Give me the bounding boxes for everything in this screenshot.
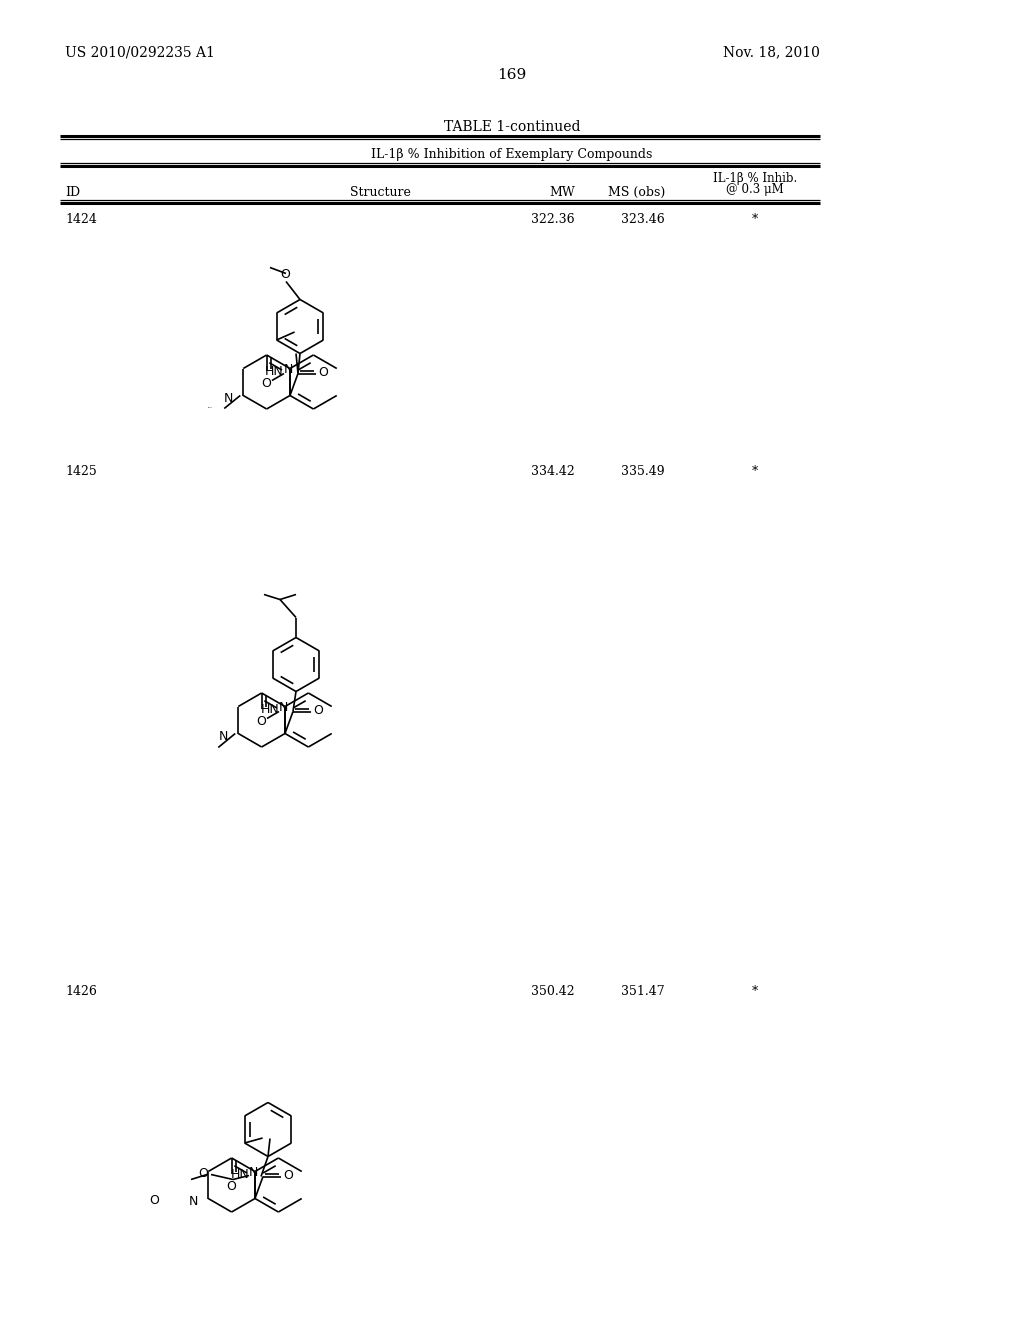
Text: @ 0.3 μM: @ 0.3 μM [726, 183, 784, 195]
Text: MS (obs): MS (obs) [608, 186, 665, 199]
Text: *: * [752, 213, 758, 226]
Text: Nov. 18, 2010: Nov. 18, 2010 [723, 45, 820, 59]
Text: Structure: Structure [349, 186, 411, 199]
Text: O: O [198, 1167, 208, 1180]
Text: 334.42: 334.42 [531, 465, 575, 478]
Text: 323.46: 323.46 [622, 213, 665, 226]
Text: O: O [283, 1170, 293, 1181]
Text: *: * [752, 985, 758, 998]
Text: IL-1β % Inhib.: IL-1β % Inhib. [713, 172, 797, 185]
Text: N: N [224, 392, 233, 405]
Text: 322.36: 322.36 [531, 213, 575, 226]
Text: N: N [188, 1195, 199, 1208]
Text: MW: MW [549, 186, 575, 199]
Text: O: O [318, 366, 328, 379]
Text: O: O [150, 1195, 160, 1206]
Text: O: O [280, 268, 290, 281]
Text: *: * [752, 465, 758, 478]
Text: IL-1β % Inhibition of Exemplary Compounds: IL-1β % Inhibition of Exemplary Compound… [372, 148, 652, 161]
Text: 1425: 1425 [65, 465, 96, 478]
Text: 351.47: 351.47 [622, 985, 665, 998]
Text: ID: ID [65, 186, 80, 199]
Text: N: N [279, 701, 288, 714]
Text: N: N [248, 1166, 258, 1179]
Text: N: N [284, 363, 293, 376]
Text: 169: 169 [498, 69, 526, 82]
Text: 1424: 1424 [65, 213, 97, 226]
Text: O: O [262, 378, 271, 389]
Text: TABLE 1-continued: TABLE 1-continued [443, 120, 581, 135]
Text: HN: HN [230, 1168, 249, 1181]
Text: 1426: 1426 [65, 985, 97, 998]
Text: US 2010/0292235 A1: US 2010/0292235 A1 [65, 45, 215, 59]
Text: 335.49: 335.49 [622, 465, 665, 478]
Text: HN: HN [265, 366, 284, 378]
Text: N: N [219, 730, 228, 743]
Text: O: O [226, 1180, 237, 1193]
Text: 350.42: 350.42 [531, 985, 575, 998]
Text: O: O [313, 704, 323, 717]
Text: HN: HN [260, 704, 279, 715]
Text: O: O [257, 715, 266, 729]
